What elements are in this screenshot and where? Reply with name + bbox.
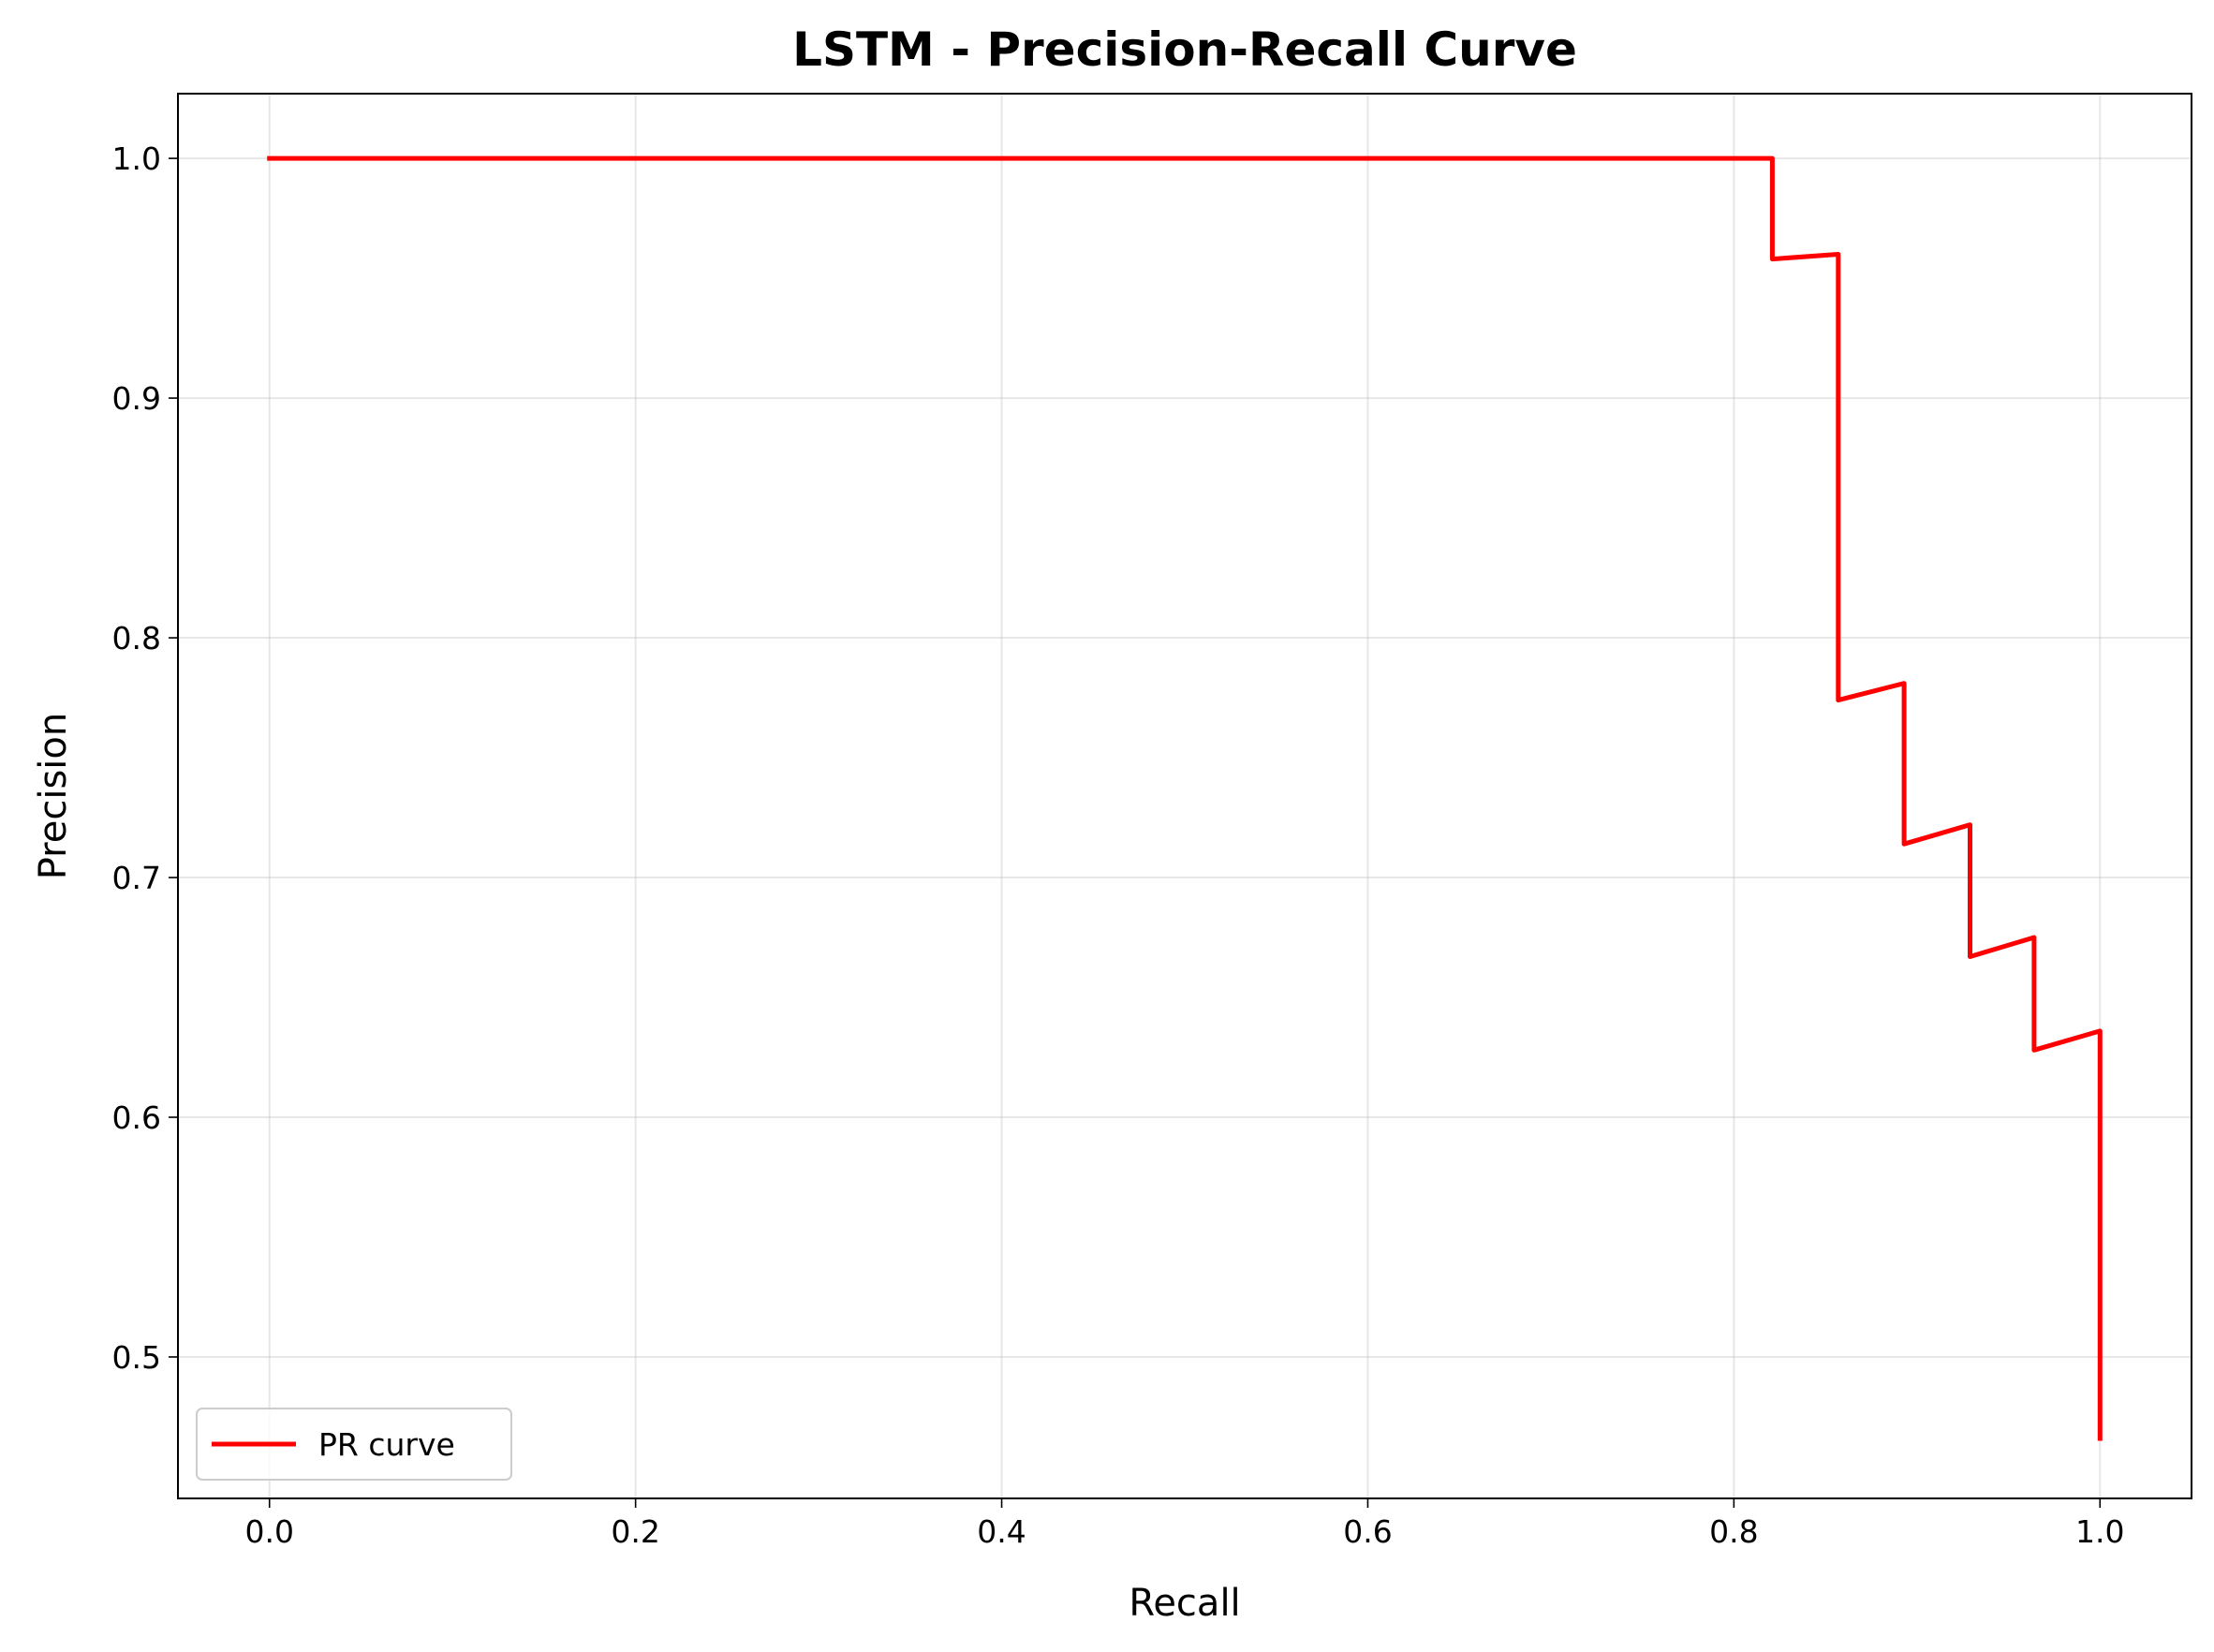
series-layer: [267, 155, 2103, 1441]
y-tick-label: 0.8: [112, 620, 161, 656]
y-tick-label: 1.0: [112, 140, 161, 177]
x-tick-label: 0.8: [1709, 1513, 1758, 1550]
legend-box: [196, 1408, 512, 1481]
x-tick-label: 0.0: [244, 1513, 293, 1550]
legend: PR curve: [196, 1408, 512, 1481]
series-line-pr-curve: [267, 155, 2103, 1441]
x-tick-label: 0.6: [1343, 1513, 1392, 1550]
x-axis-label: Recall: [1129, 1582, 1240, 1625]
x-tick-label: 0.4: [977, 1513, 1026, 1550]
y-tick-label: 0.9: [112, 380, 161, 417]
x-tick-label: 1.0: [2075, 1513, 2124, 1550]
plot-area-frame: [177, 93, 2192, 1499]
legend-label-pr-curve: PR curve: [318, 1426, 455, 1463]
axis-ticks: 0.0 0.2 0.4 0.6 0.8 1.0 0.5 0.6 0.7 0.8 0.9 1.0: [112, 140, 2125, 1550]
x-tick-label: 0.2: [611, 1513, 659, 1550]
y-tick-label: 0.6: [112, 1099, 161, 1136]
y-axis-label: Precision: [32, 713, 75, 879]
y-tick-label: 0.5: [112, 1339, 161, 1376]
chart-title: LSTM - Precision-Recall Curve: [792, 22, 1577, 77]
y-tick-label: 0.7: [112, 860, 161, 896]
